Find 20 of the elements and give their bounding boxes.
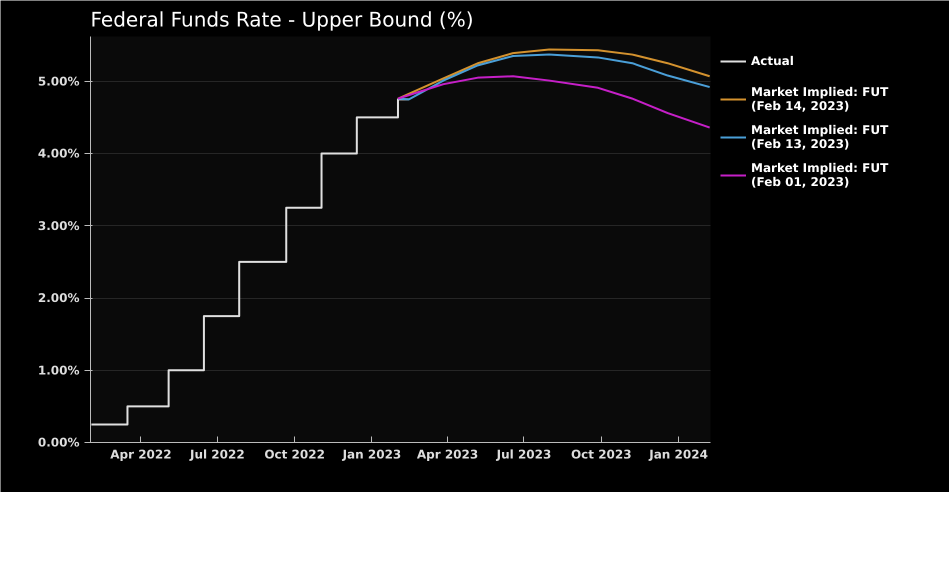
y-tick-label: 5.00% [38,74,80,88]
legend-label: Actual [751,53,794,70]
x-tick-label: Oct 2022 [264,448,325,462]
x-tick-label: Jul 2023 [496,448,552,462]
x-tick-label: Jan 2023 [342,448,402,462]
legend-label: Market Implied: FUT (Feb 13, 2023) [751,122,888,152]
y-tick-label: 3.00% [38,218,80,233]
x-tick-label: Jul 2022 [189,448,245,462]
legend-label: Market Implied: FUT (Feb 01, 2023) [751,160,888,190]
x-tick-label: Apr 2022 [110,448,172,462]
legend-label: Market Implied: FUT (Feb 14, 2023) [751,84,888,114]
x-tick-label: Jan 2024 [648,448,708,462]
y-tick-label: 0.00% [38,436,80,450]
y-tick-label: 2.00% [38,291,80,306]
x-tick-label: Apr 2023 [416,448,478,462]
x-tick-label: Oct 2023 [570,448,632,462]
line-series [396,75,710,129]
y-tick-label: 4.00% [38,146,80,161]
y-tick-label: 1.00% [38,363,80,378]
chart-title: Federal Funds Rate - Upper Bound (%) [90,8,474,32]
